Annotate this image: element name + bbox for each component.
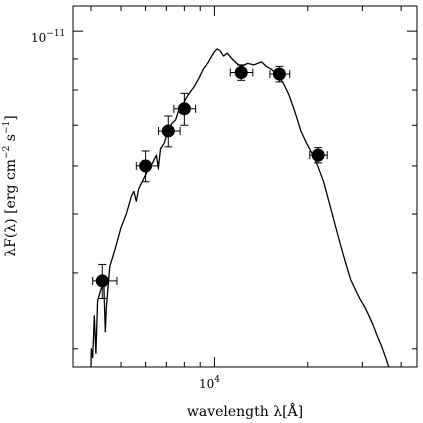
- data-point: [234, 65, 248, 79]
- y-axis-label: λF(λ) [erg cm−2 s−1]: [2, 115, 19, 256]
- photometry-layer: [92, 64, 328, 300]
- plot-frame: [72, 5, 418, 368]
- data-point: [177, 102, 191, 116]
- data-point: [161, 124, 175, 138]
- axis-ticks: [73, 6, 417, 367]
- data-point: [272, 67, 286, 81]
- data-point: [311, 148, 325, 162]
- x-tick-label: 104: [199, 375, 220, 391]
- y-tick-label: 10−11: [31, 29, 65, 45]
- data-point: [139, 159, 153, 173]
- x-axis-label: wavelength λ[Å]: [187, 402, 303, 420]
- model-sed-line: [90, 48, 390, 368]
- model-sed-layer: [90, 48, 390, 368]
- data-point: [95, 274, 109, 288]
